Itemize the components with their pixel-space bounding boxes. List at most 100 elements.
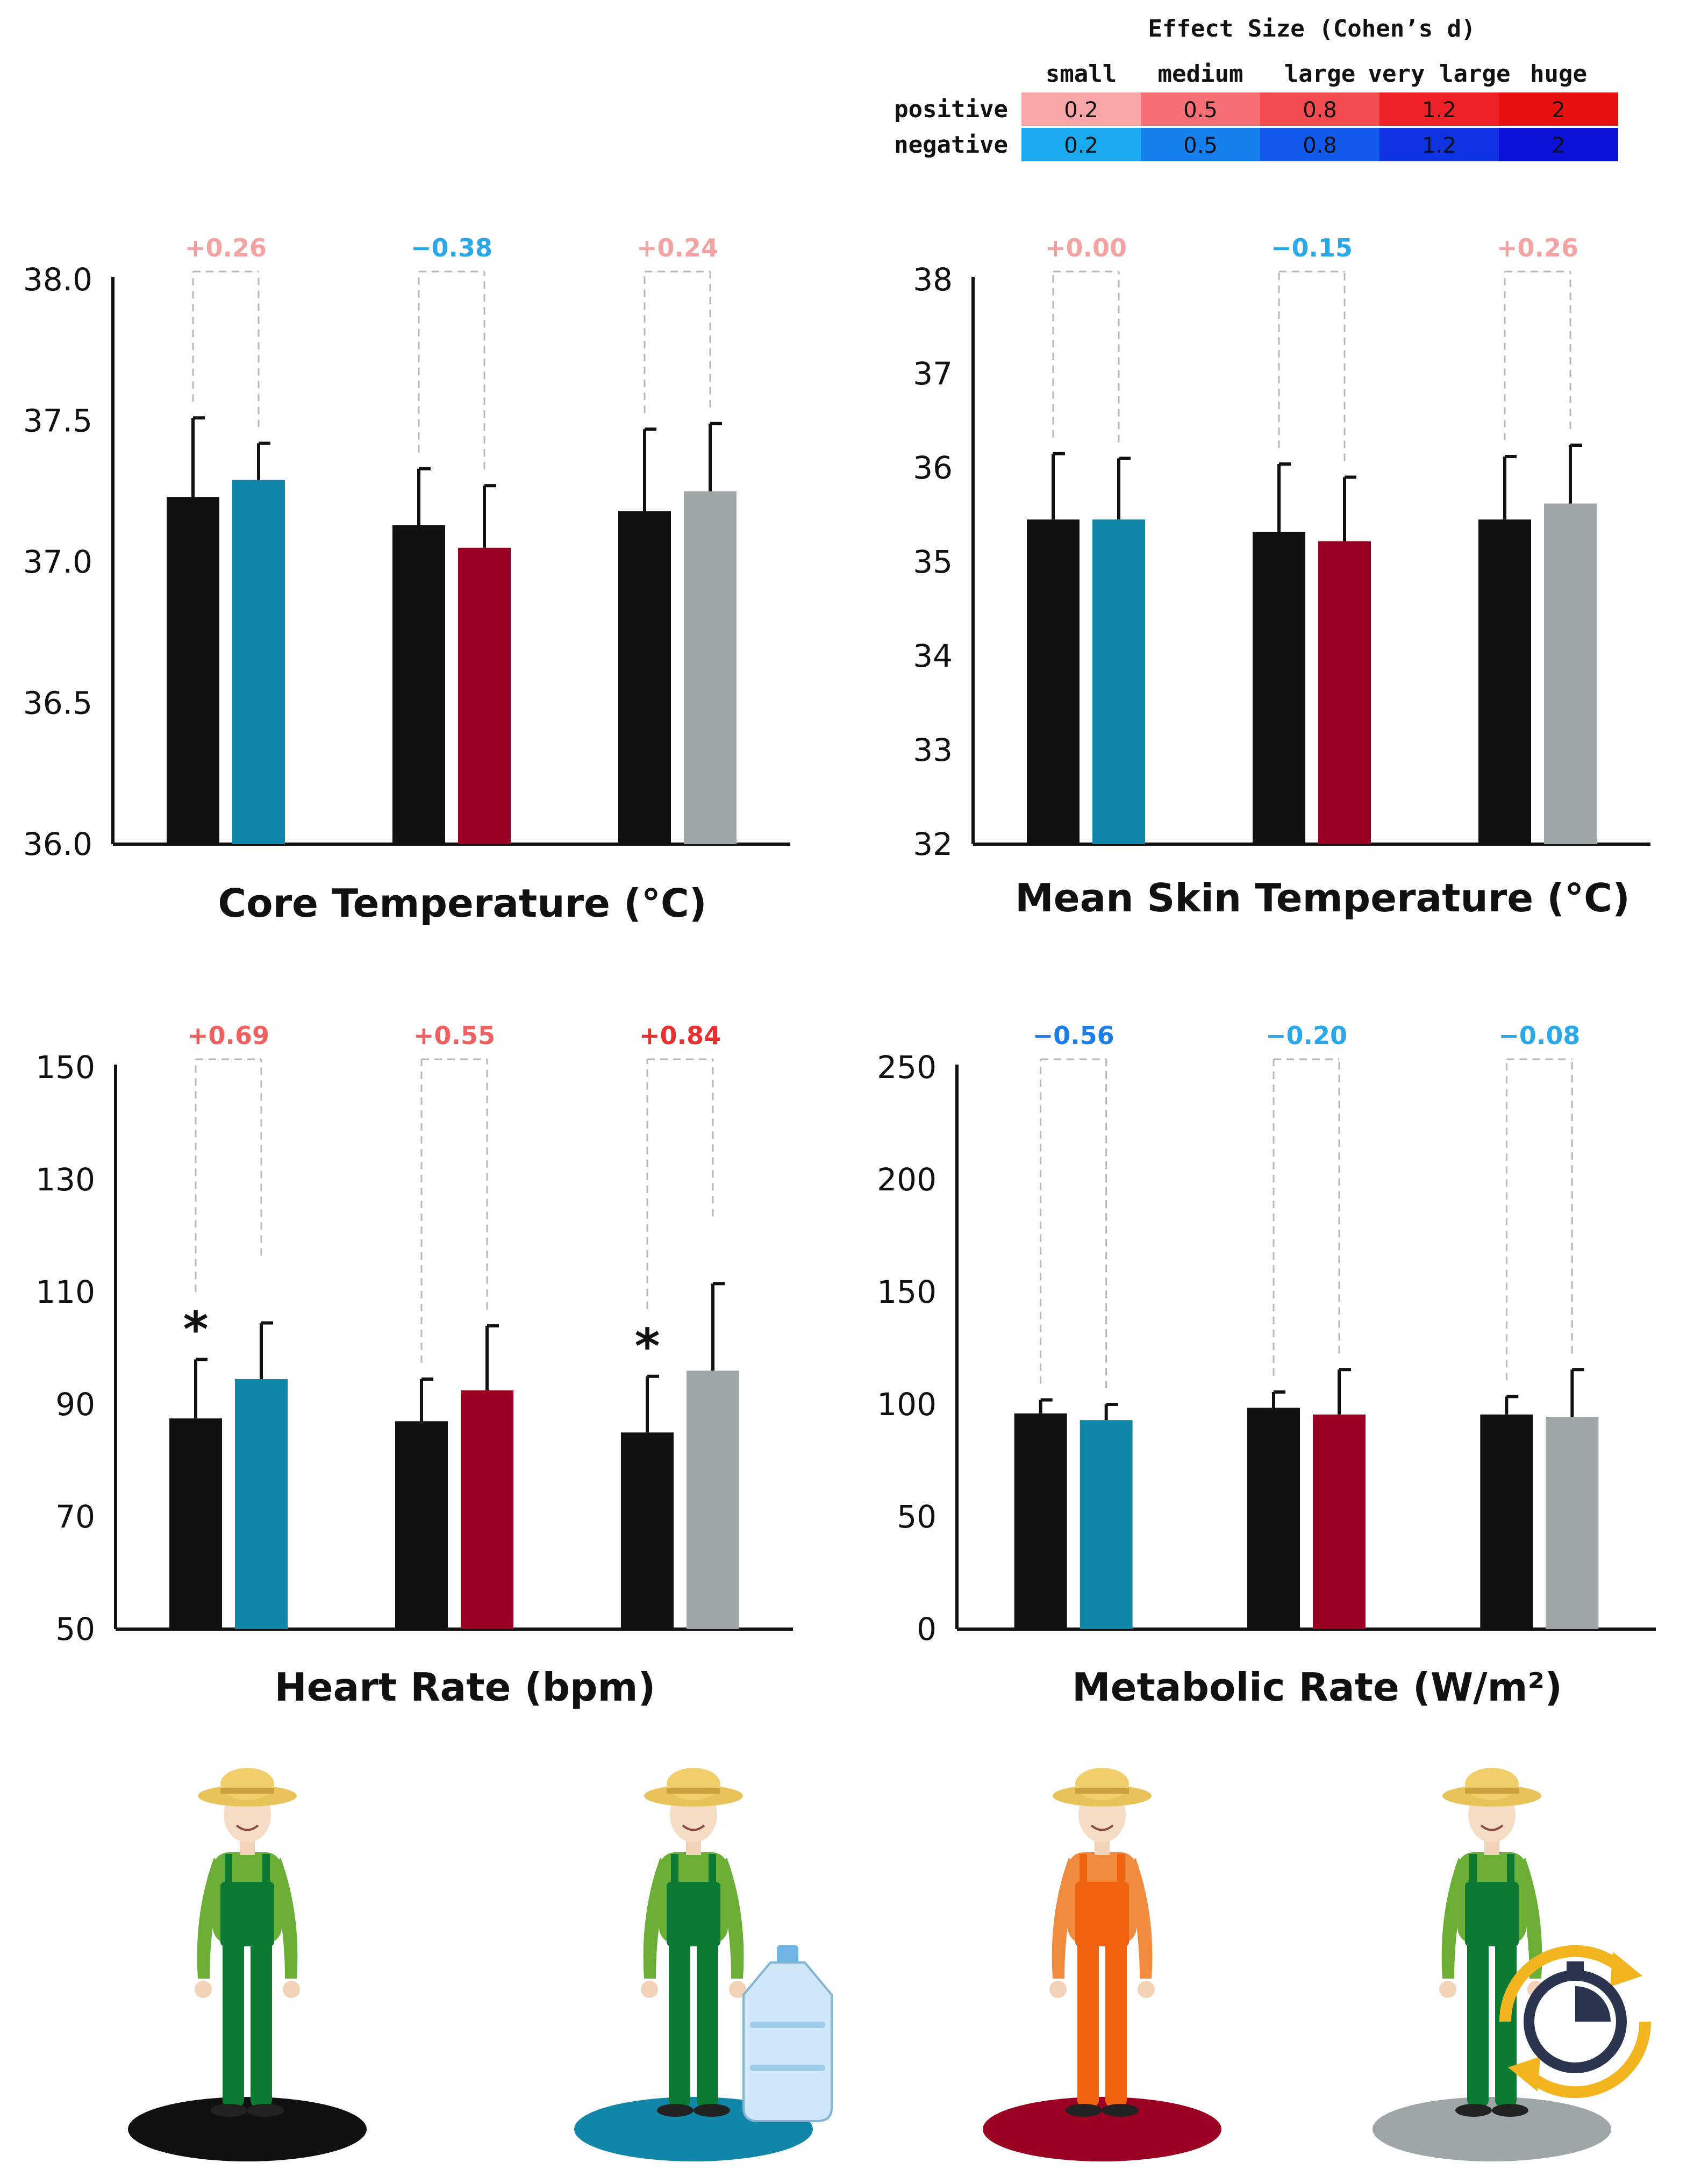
worker-illustration xyxy=(1373,1768,1652,2161)
worker-illustration xyxy=(574,1768,833,2161)
worker-strap xyxy=(709,1854,716,1886)
effect-size-label: +0.00 xyxy=(1045,233,1127,262)
legend-category: huge xyxy=(1530,60,1587,88)
legend-category: medium xyxy=(1158,60,1243,88)
stopwatch-icon xyxy=(1499,1945,1652,2099)
y-tick-label: 34 xyxy=(913,638,953,674)
worker-leg xyxy=(1467,1930,1489,2108)
effect-size-label: −0.15 xyxy=(1271,233,1353,262)
legend-cell-negative xyxy=(1260,128,1379,161)
y-tick-label: 33 xyxy=(913,732,953,768)
worker-hat-band xyxy=(1465,1788,1519,1794)
legend-title: Effect Size (Cohen’s d) xyxy=(1148,15,1475,42)
worker-strap xyxy=(262,1854,270,1886)
legend-cell-negative xyxy=(1141,128,1260,161)
bar xyxy=(232,480,285,844)
bar xyxy=(1318,541,1371,844)
effect-size-label: +0.24 xyxy=(637,233,718,262)
bar xyxy=(169,1418,222,1629)
y-tick-label: 250 xyxy=(877,1049,937,1086)
bar xyxy=(167,497,219,844)
y-tick-label: 200 xyxy=(877,1161,937,1198)
effect-size-label: +0.26 xyxy=(1497,233,1578,262)
stopwatch-arrow xyxy=(1499,1945,1628,2022)
legend-cell-positive xyxy=(1141,92,1260,126)
bar-group: +0.00 xyxy=(1027,233,1145,844)
worker-hand xyxy=(729,1981,746,1998)
y-tick-label: 100 xyxy=(877,1386,937,1423)
bar-group: * +0.84 xyxy=(621,1021,739,1629)
y-tick-label: 37.5 xyxy=(23,403,92,439)
bar xyxy=(1478,519,1531,844)
bar xyxy=(461,1390,513,1629)
effect-size-label: −0.08 xyxy=(1498,1021,1580,1050)
worker-hand xyxy=(1439,1981,1456,1998)
worker-leg xyxy=(1077,1930,1099,2108)
bar-group: +0.26 xyxy=(167,233,285,844)
chart-panel: 0 50 100 150 200 250 Metabolic Rate (W/m²) −0.5… xyxy=(877,1021,1656,1710)
worker-shoe xyxy=(1102,2104,1139,2117)
y-tick-label: 70 xyxy=(55,1498,95,1535)
legend-cell-negative-value: 0.2 xyxy=(1064,133,1098,158)
legend-cell-positive-value: 2 xyxy=(1552,98,1565,123)
bar-group: +0.24 xyxy=(618,233,737,844)
bar xyxy=(687,1371,739,1629)
bar-group: −0.56 xyxy=(1014,1021,1133,1629)
worker-smile xyxy=(1090,1824,1114,1831)
chart-panel: 32 33 34 35 36 37 38 Mean Skin Temperature (°C)… xyxy=(913,233,1650,920)
effect-size-label: +0.55 xyxy=(413,1021,495,1050)
effect-size-label: +0.84 xyxy=(639,1021,721,1050)
legend-cell-positive-value: 1.2 xyxy=(1422,98,1456,123)
worker-leg xyxy=(697,1930,718,2108)
y-tick-label: 38.0 xyxy=(23,261,92,298)
worker-strap xyxy=(1469,1854,1477,1886)
legend-category: small xyxy=(1046,60,1117,88)
y-tick-label: 37.0 xyxy=(23,544,92,580)
bar-group: * +0.69 xyxy=(169,1021,288,1629)
bar xyxy=(1480,1414,1533,1629)
worker-overalls xyxy=(1465,1882,1519,1946)
condition-base xyxy=(983,2097,1221,2161)
bar xyxy=(618,511,671,844)
bar-group: −0.38 xyxy=(392,233,511,844)
worker-shoe xyxy=(1492,2104,1528,2117)
worker-hat-band xyxy=(1075,1788,1129,1794)
worker-hand xyxy=(283,1981,300,1998)
worker-leg xyxy=(669,1930,690,2108)
legend-cell-positive-value: 0.2 xyxy=(1064,98,1098,123)
bar xyxy=(1027,519,1080,844)
y-tick-label: 50 xyxy=(897,1498,937,1535)
worker-hand xyxy=(195,1981,212,1998)
bottle-ridge xyxy=(750,2022,825,2028)
y-tick-label: 36 xyxy=(913,449,953,486)
worker-hat-band xyxy=(220,1788,274,1794)
bar-group: +0.26 xyxy=(1478,233,1597,844)
worker-strap xyxy=(1080,1854,1087,1886)
legend-negative-label: negative xyxy=(894,131,1008,159)
y-tick-label: 36.0 xyxy=(23,826,92,862)
legend-cell-positive-value: 0.8 xyxy=(1303,98,1337,123)
bar xyxy=(1313,1414,1366,1629)
worker-shoe xyxy=(1455,2104,1492,2117)
worker-strap xyxy=(1507,1854,1514,1886)
worker-hat-crown xyxy=(1075,1768,1129,1800)
y-tick-label: 150 xyxy=(877,1274,937,1310)
legend-positive-label: positive xyxy=(894,96,1008,123)
legend-cell-positive-value: 0.5 xyxy=(1183,98,1218,123)
bar xyxy=(1014,1413,1067,1629)
worker-strap xyxy=(225,1854,232,1886)
worker-hat-band xyxy=(667,1788,720,1794)
worker-hand xyxy=(1138,1981,1155,1998)
y-tick-label: 150 xyxy=(35,1049,95,1086)
stopwatch-arrowhead xyxy=(1508,2057,1540,2092)
bar xyxy=(621,1432,674,1629)
bar xyxy=(1253,532,1305,844)
worker-hat-crown xyxy=(1465,1768,1519,1800)
worker-shoe xyxy=(247,2104,284,2117)
y-tick-label: 36.5 xyxy=(23,685,92,722)
worker-hand xyxy=(1049,1981,1067,1998)
effect-size-label: +0.26 xyxy=(185,233,267,262)
bar-group: −0.20 xyxy=(1247,1021,1366,1629)
legend-category: large xyxy=(1284,60,1355,88)
worker-leg xyxy=(223,1930,244,2108)
